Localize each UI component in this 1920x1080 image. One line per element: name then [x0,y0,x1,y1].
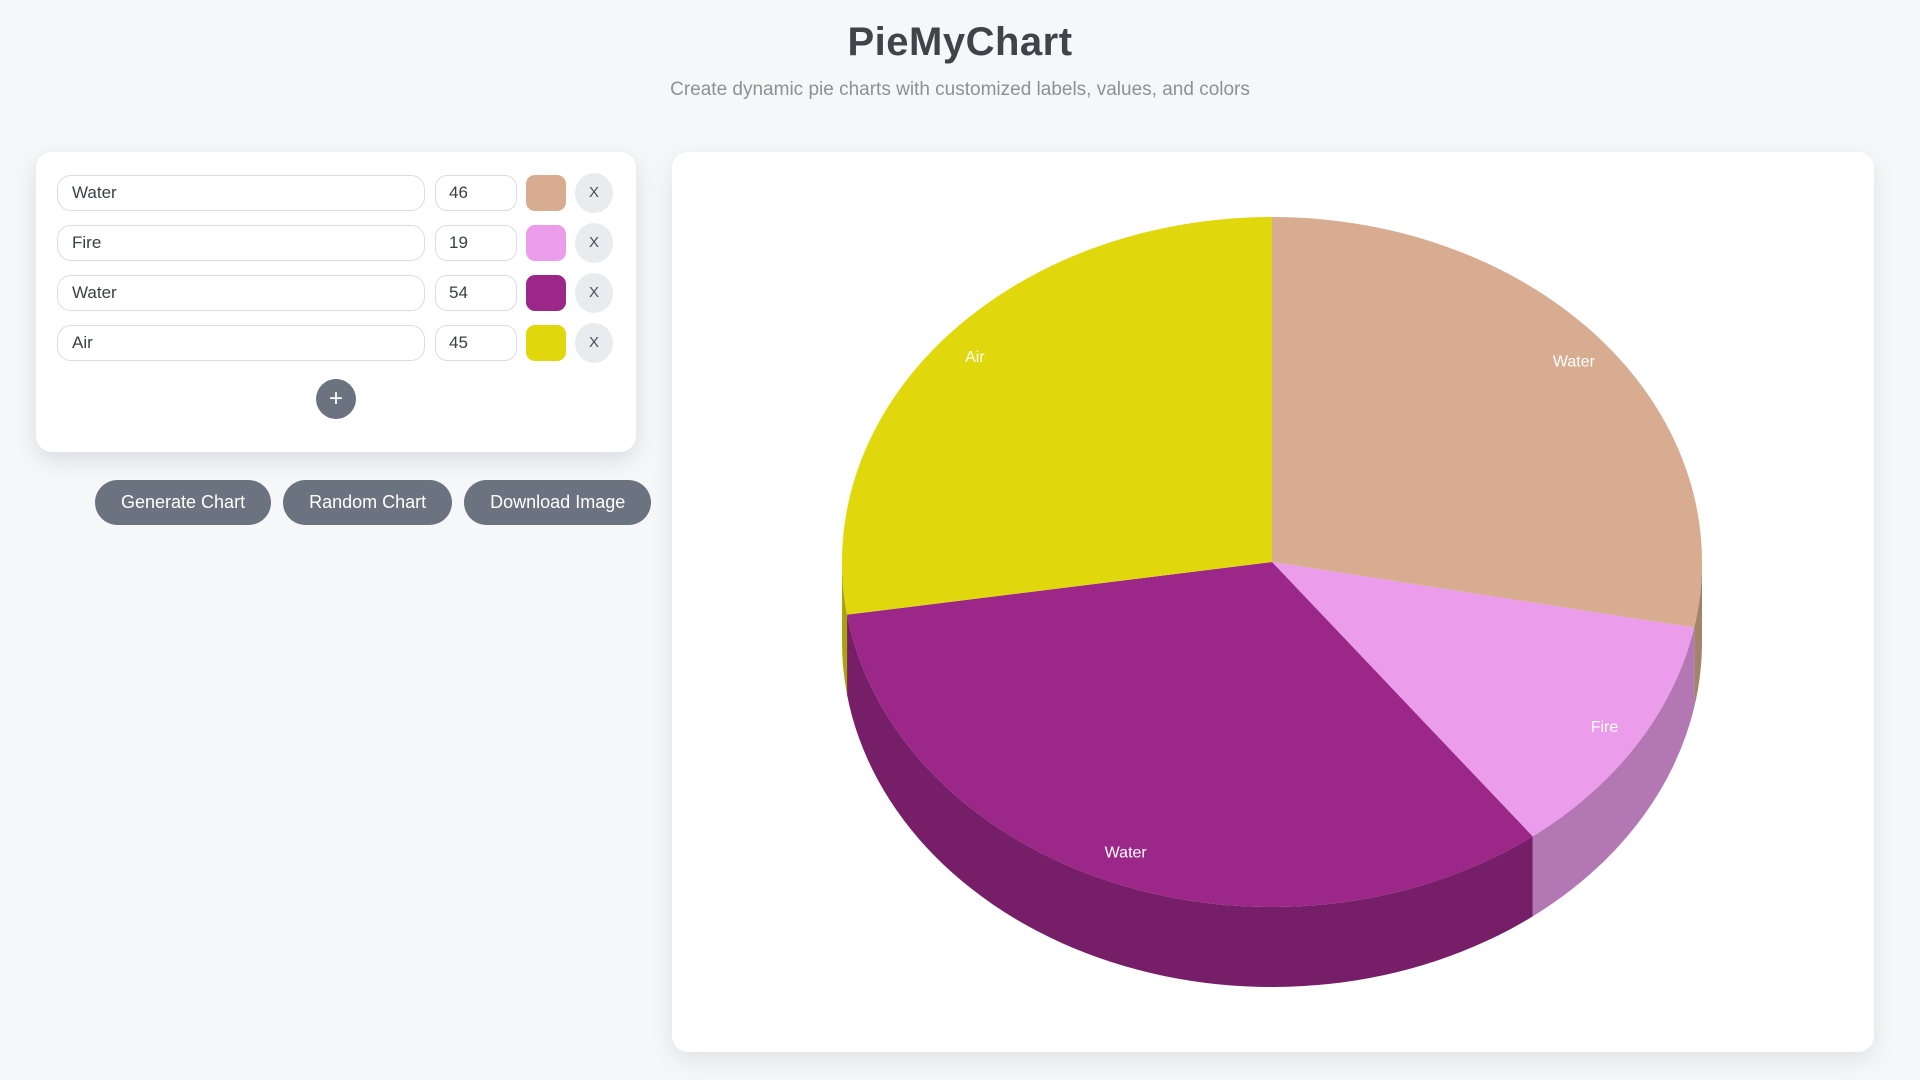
dataset-row: X [36,273,636,313]
color-swatch[interactable] [526,325,566,361]
add-row-button[interactable]: + [316,379,356,419]
remove-row-button[interactable]: X [575,173,613,213]
slice-value-input[interactable] [435,275,517,311]
slice-label-input[interactable] [57,175,425,211]
pie-slice [1272,562,1695,837]
action-bar: Generate Chart Random Chart Download Ima… [95,480,652,525]
app-title: PieMyChart [847,20,1073,64]
app-subtitle: Create dynamic pie charts with customize… [670,79,1250,100]
pie-chart: Water Fire Water Air [842,217,1702,988]
download-image-button[interactable]: Download Image [464,480,652,525]
pie-slice-side [1532,627,1695,917]
slice-label-input[interactable] [57,325,425,361]
dataset-row: X [36,173,636,213]
pie-slice [842,217,1272,615]
slice-label-input[interactable] [57,275,425,311]
remove-row-button[interactable]: X [575,223,613,263]
header: PieMyChart Create dynamic pie charts wit… [0,0,1920,101]
pie-slice-side [847,614,1533,988]
dataset-row: X [36,323,636,363]
random-chart-button[interactable]: Random Chart [283,480,453,525]
pie-slice-label: Air [965,349,985,366]
pie-slice [1272,217,1702,628]
slice-value-input[interactable] [435,175,517,211]
generate-chart-button[interactable]: Generate Chart [95,480,272,525]
chart-canvas-card: Water Fire Water Air [672,152,1874,1052]
remove-row-button[interactable]: X [575,323,613,363]
chart-editor-panel: X X X X + [36,152,636,452]
slice-value-input[interactable] [435,225,517,261]
pie-slice-label: Water [1105,844,1148,861]
pie-slice-label: Water [1553,354,1596,371]
color-swatch[interactable] [526,275,566,311]
pie-slice [847,562,1533,908]
pie-slice-side [842,562,848,695]
dataset-row: X [36,223,636,263]
remove-row-button[interactable]: X [575,273,613,313]
slice-value-input[interactable] [435,325,517,361]
color-swatch[interactable] [526,225,566,261]
slice-label-input[interactable] [57,225,425,261]
pie-slice-label: Fire [1591,719,1619,736]
color-swatch[interactable] [526,175,566,211]
pie-slice-side [1694,562,1702,708]
